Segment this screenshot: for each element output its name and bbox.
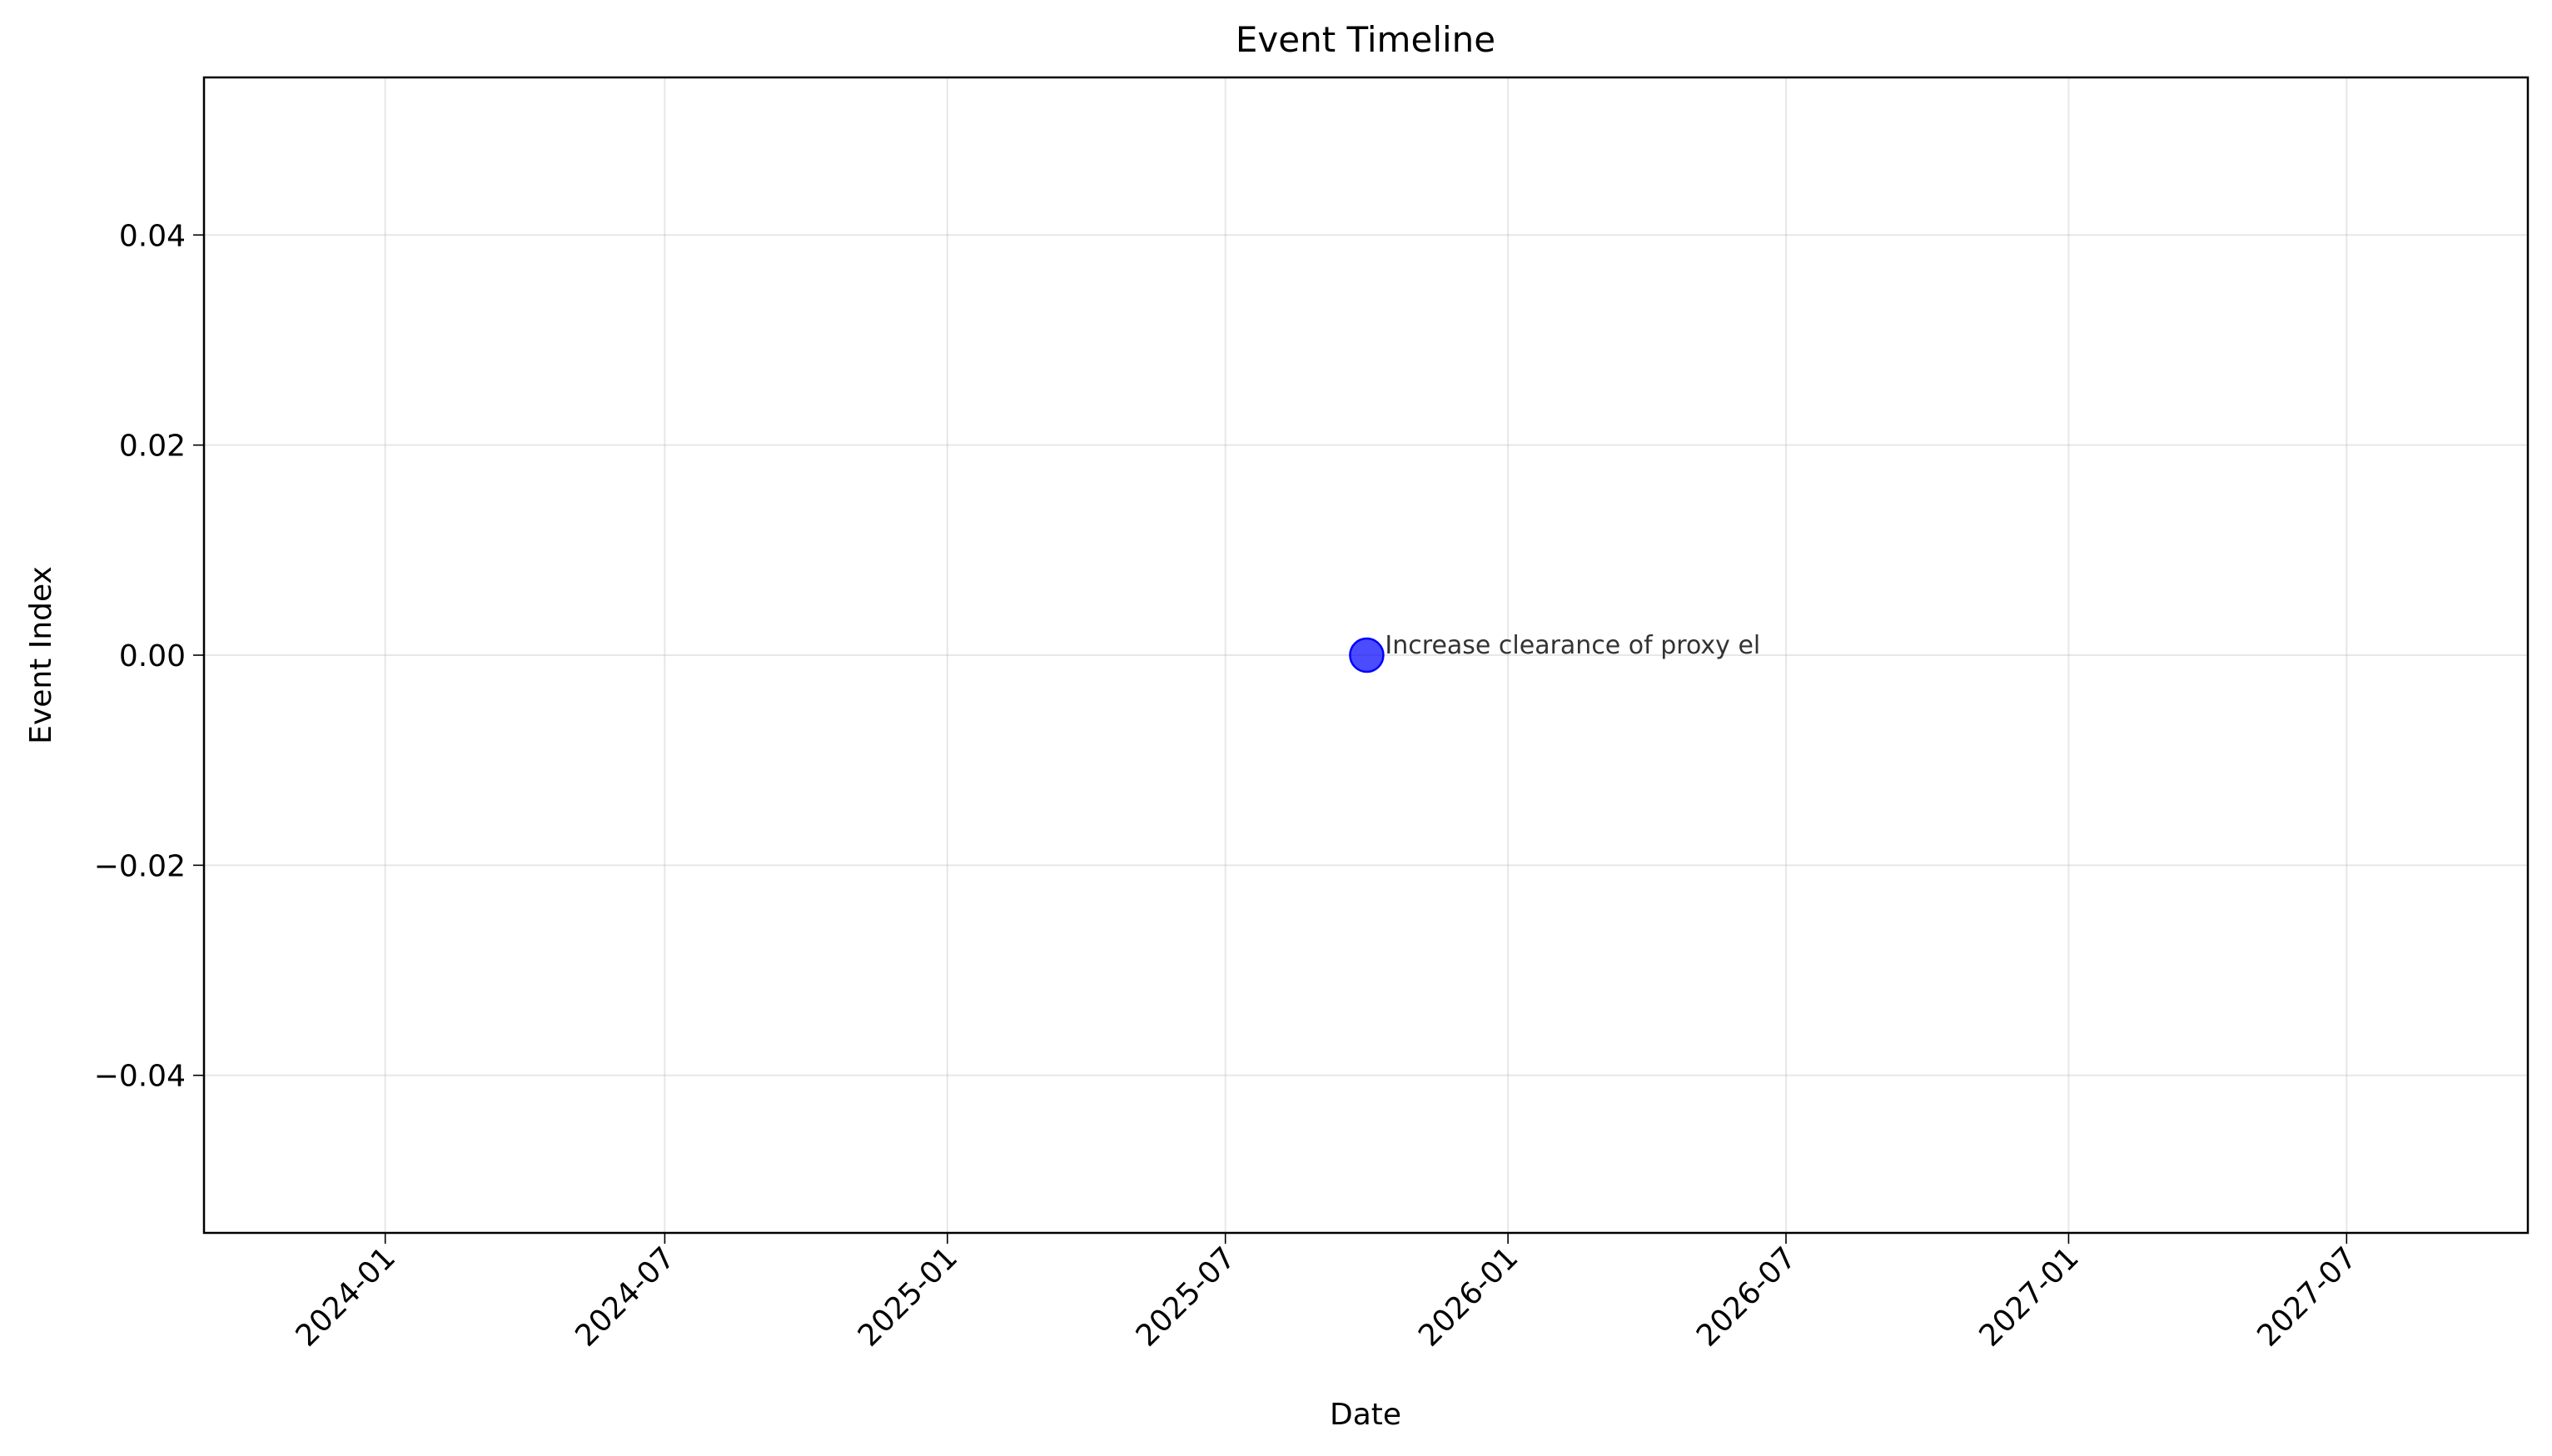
y-axis: 0.04 0.02 0.00 −0.02 −0.04 [94, 219, 204, 1094]
x-tick-label: 2027-07 [2251, 1240, 2363, 1353]
y-tick-label: 0.04 [119, 219, 186, 253]
x-tick-label: 2026-01 [1412, 1240, 1525, 1353]
x-tick-label: 2026-07 [1690, 1240, 1803, 1353]
x-tick-label: 2024-01 [290, 1240, 402, 1353]
x-tick-label: 2025-01 [852, 1240, 964, 1353]
grid-lines [204, 77, 2528, 1233]
x-axis-label: Date [1330, 1398, 1401, 1432]
chart-title: Event Timeline [1236, 19, 1495, 60]
y-axis-label: Event Index [24, 566, 58, 744]
x-axis: 2024-01 2024-07 2025-01 2025-07 2026-01 2026-… [290, 1233, 2364, 1354]
y-tick-label: −0.04 [94, 1060, 186, 1094]
x-tick-label: 2025-07 [1130, 1240, 1242, 1353]
data-point-label: Increase clearance of proxy el [1385, 631, 1760, 660]
y-tick-label: 0.00 [119, 639, 186, 673]
y-tick-label: −0.02 [94, 849, 186, 883]
data-points [1349, 637, 1385, 673]
x-tick-label: 2024-07 [569, 1240, 681, 1353]
y-tick-label: 0.02 [119, 430, 186, 464]
x-tick-label: 2027-01 [1972, 1240, 2085, 1353]
point-labels: Increase clearance of proxy el [1385, 631, 1760, 660]
data-point [1349, 637, 1385, 673]
